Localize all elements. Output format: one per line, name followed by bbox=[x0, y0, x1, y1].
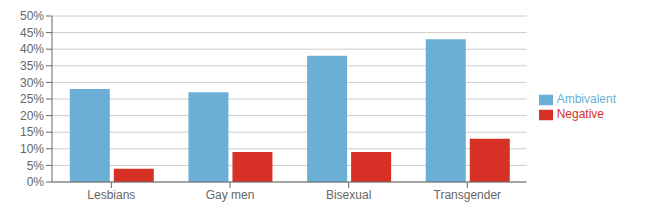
html-text:Ambivalent: Ambivalent bbox=[556, 92, 616, 107]
svg-text:25%: 25% bbox=[20, 92, 44, 106]
svg-text:5%: 5% bbox=[27, 159, 45, 173]
svg-text:Bisexual: Bisexual bbox=[326, 188, 371, 202]
svg-text:Gay men: Gay men bbox=[206, 188, 255, 202]
html-text:Negative: Negative bbox=[556, 107, 604, 121]
svg-text:50%: 50% bbox=[20, 9, 44, 23]
svg-text:40%: 40% bbox=[20, 42, 44, 56]
svg-text:45%: 45% bbox=[20, 26, 44, 40]
svg-text:10%: 10% bbox=[20, 142, 44, 156]
svg-text:30%: 30% bbox=[20, 76, 44, 90]
svg-text:0%: 0% bbox=[27, 175, 45, 189]
svg-text:Lesbians: Lesbians bbox=[87, 188, 135, 202]
svg-text:20%: 20% bbox=[20, 109, 44, 123]
svg-text:35%: 35% bbox=[20, 59, 44, 73]
svg-text:Transgender: Transgender bbox=[434, 188, 502, 202]
svg-text:15%: 15% bbox=[20, 125, 44, 139]
